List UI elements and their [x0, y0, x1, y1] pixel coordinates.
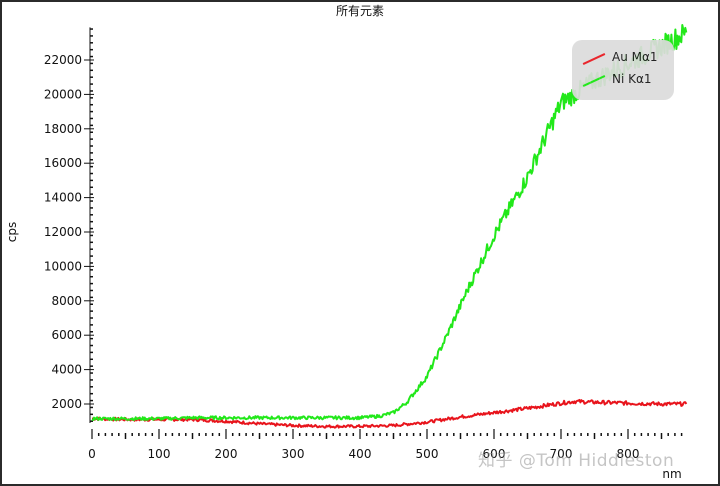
y-tick-label: 18000: [44, 122, 82, 136]
y-tick-label: 2000: [51, 397, 82, 411]
x-tick-label: 0: [88, 447, 96, 461]
x-tick-label: 600: [483, 447, 506, 461]
y-tick-label: 16000: [44, 156, 82, 170]
x-tick-label: 100: [148, 447, 171, 461]
y-tick-label: 8000: [51, 294, 82, 308]
y-tick-label: 20000: [44, 87, 82, 101]
legend: Au Mα1 Ni Kα1: [572, 40, 674, 100]
x-tick-label: 500: [416, 447, 439, 461]
y-tick-label: 4000: [51, 363, 82, 377]
x-tick-label: 300: [282, 447, 305, 461]
y-tick-label: 22000: [44, 53, 82, 67]
chart-title: 所有元素: [335, 4, 384, 18]
series-line-0: [91, 398, 688, 429]
y-tick-label: 6000: [51, 328, 82, 342]
x-tick-label: 400: [349, 447, 372, 461]
y-axis-label: cps: [5, 222, 19, 242]
axes: 2000400060008000100001200014000160001800…: [44, 27, 683, 461]
legend-label-ni: Ni Kα1: [612, 72, 652, 86]
legend-swatch-au: [582, 53, 606, 65]
x-tick-label: 700: [550, 447, 573, 461]
watermark: 知乎 @Tom Hiddleston: [478, 451, 675, 471]
x-tick-label: 200: [215, 447, 238, 461]
y-tick-label: 12000: [44, 225, 82, 239]
legend-swatch-ni: [582, 75, 606, 87]
legend-label-au: Au Mα1: [612, 50, 658, 64]
x-axis-label: nm: [662, 467, 681, 481]
x-tick-label: 800: [617, 447, 640, 461]
y-tick-label: 10000: [44, 259, 82, 273]
y-tick-label: 14000: [44, 191, 82, 205]
